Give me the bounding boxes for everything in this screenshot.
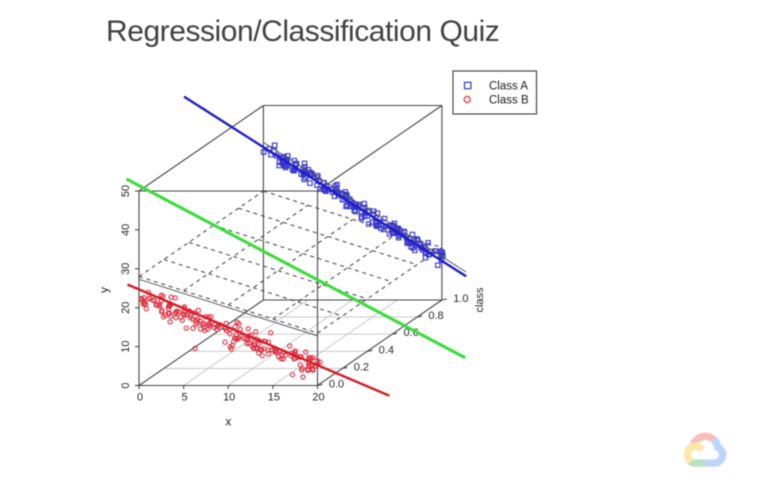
svg-text:50: 50 [120, 185, 132, 197]
svg-text:y: y [97, 287, 111, 293]
svg-text:30: 30 [120, 263, 132, 275]
svg-text:Class A: Class A [489, 81, 528, 93]
svg-text:10: 10 [120, 340, 132, 352]
svg-text:class: class [474, 287, 486, 313]
svg-text:40: 40 [120, 224, 132, 236]
svg-text:1.0: 1.0 [453, 293, 468, 305]
svg-text:0.8: 0.8 [428, 310, 443, 322]
svg-text:10: 10 [223, 392, 235, 404]
svg-text:20: 20 [120, 302, 132, 314]
svg-text:0: 0 [137, 392, 143, 404]
svg-text:15: 15 [268, 392, 280, 404]
svg-text:0.0: 0.0 [329, 379, 344, 391]
svg-text:5: 5 [182, 392, 188, 404]
svg-text:0.4: 0.4 [379, 344, 394, 356]
svg-text:20: 20 [312, 392, 324, 404]
svg-text:0.2: 0.2 [354, 361, 369, 373]
svg-text:Class B: Class B [489, 95, 529, 107]
svg-text:0: 0 [120, 382, 132, 388]
svg-text:x: x [225, 415, 231, 429]
